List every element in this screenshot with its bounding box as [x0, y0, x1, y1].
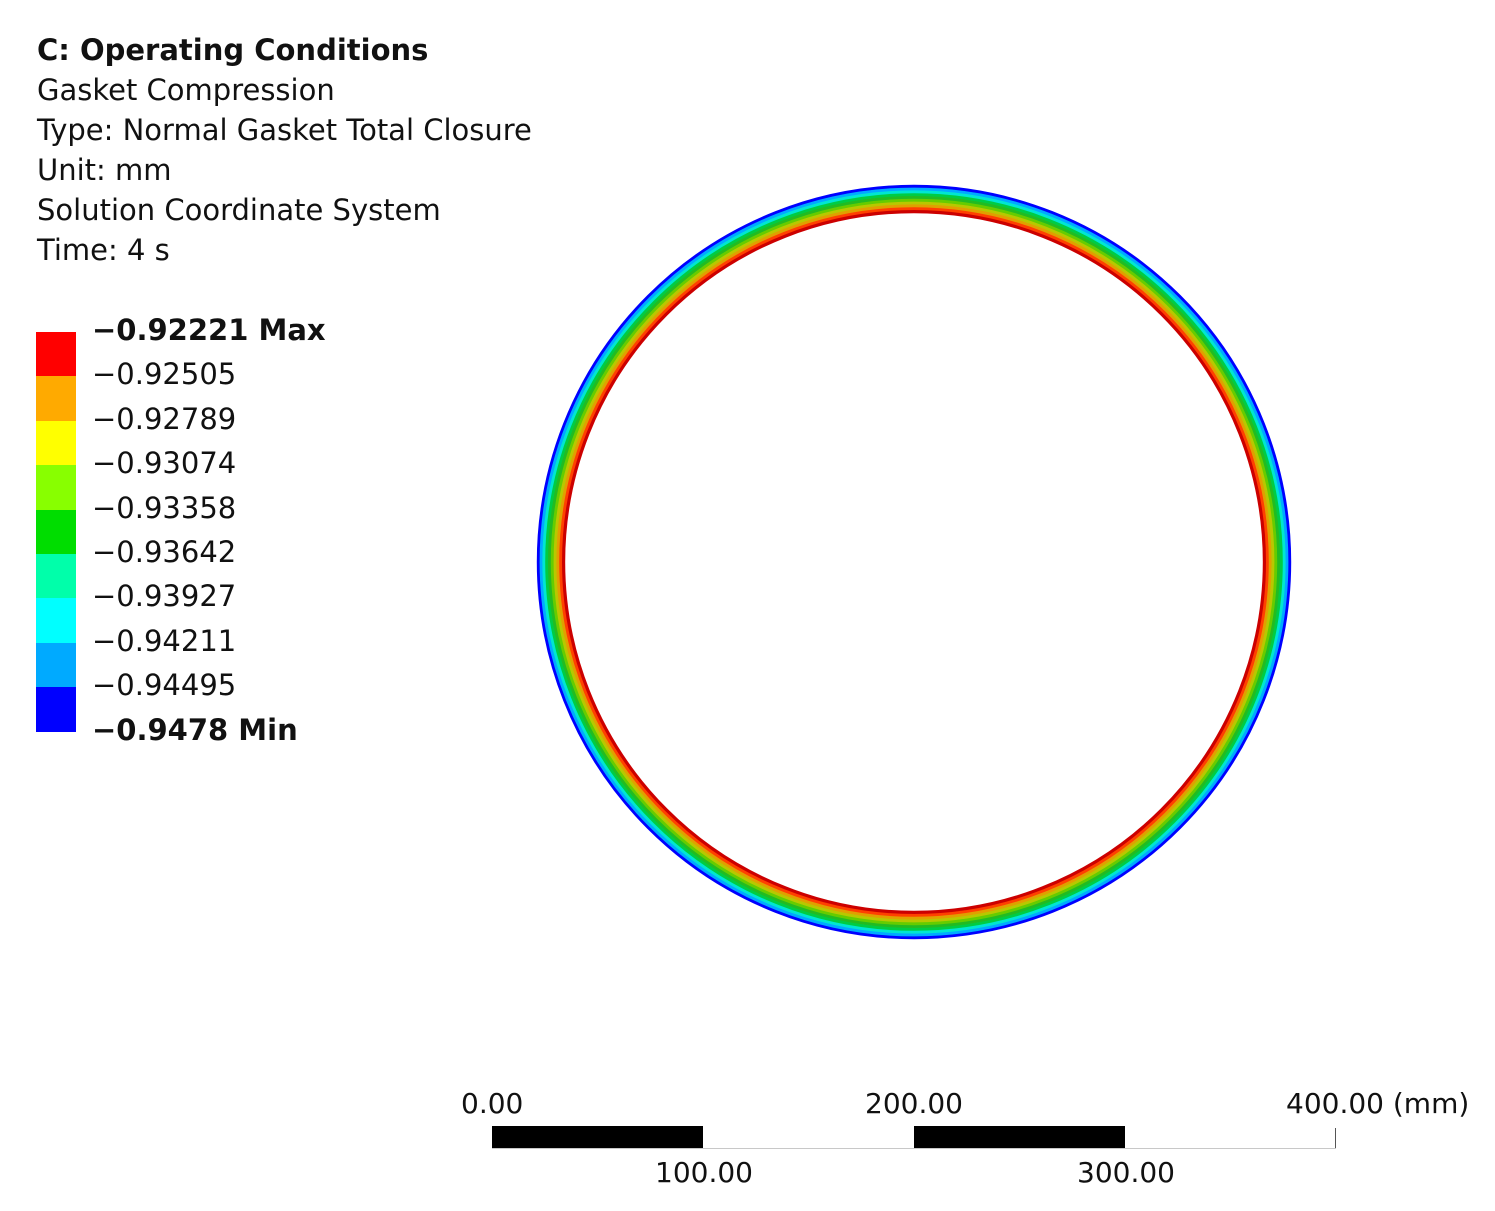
gasket-band	[542, 190, 1286, 934]
result-header: C: Operating Conditions Gasket Compressi…	[37, 30, 532, 270]
analysis-title: C: Operating Conditions	[37, 33, 429, 67]
legend-label: −0.92789	[92, 401, 237, 436]
result-time: Time: 4 s	[37, 233, 170, 267]
gasket-band	[556, 204, 1272, 920]
gasket-band	[545, 193, 1283, 931]
legend-swatch	[36, 598, 76, 643]
gasket-band	[539, 187, 1289, 937]
gasket-band	[550, 198, 1278, 926]
legend-min-label: −0.9478 Min	[92, 712, 298, 747]
legend-swatch	[36, 509, 76, 554]
gasket-band	[553, 201, 1275, 923]
legend-label: −0.93358	[92, 490, 237, 525]
legend-swatch	[36, 642, 76, 688]
legend-swatch	[36, 332, 76, 377]
legend-label: −0.92505	[92, 357, 237, 392]
legend-label: −0.94495	[92, 668, 237, 703]
result-unit: Unit: mm	[37, 153, 172, 187]
gasket-band	[547, 196, 1280, 928]
gasket-band	[536, 184, 1292, 940]
legend-swatch	[36, 420, 76, 466]
legend-label: −0.93642	[92, 535, 237, 569]
result-name: Gasket Compression	[37, 73, 335, 107]
coordinate-system: Solution Coordinate System	[37, 193, 441, 227]
legend-label: −0.93927	[92, 579, 237, 614]
legend-max-label: −0.92221 Max	[92, 313, 326, 347]
legend-label: −0.93074	[92, 446, 237, 481]
result-type: Type: Normal Gasket Total Closure	[37, 113, 532, 147]
legend-swatch	[36, 554, 76, 599]
gasket-band	[559, 207, 1269, 917]
legend-swatch	[36, 687, 76, 732]
legend-swatch	[36, 376, 76, 421]
legend-label: −0.94211	[92, 623, 237, 658]
legend-swatch	[36, 465, 76, 510]
gasket-band	[561, 210, 1266, 914]
